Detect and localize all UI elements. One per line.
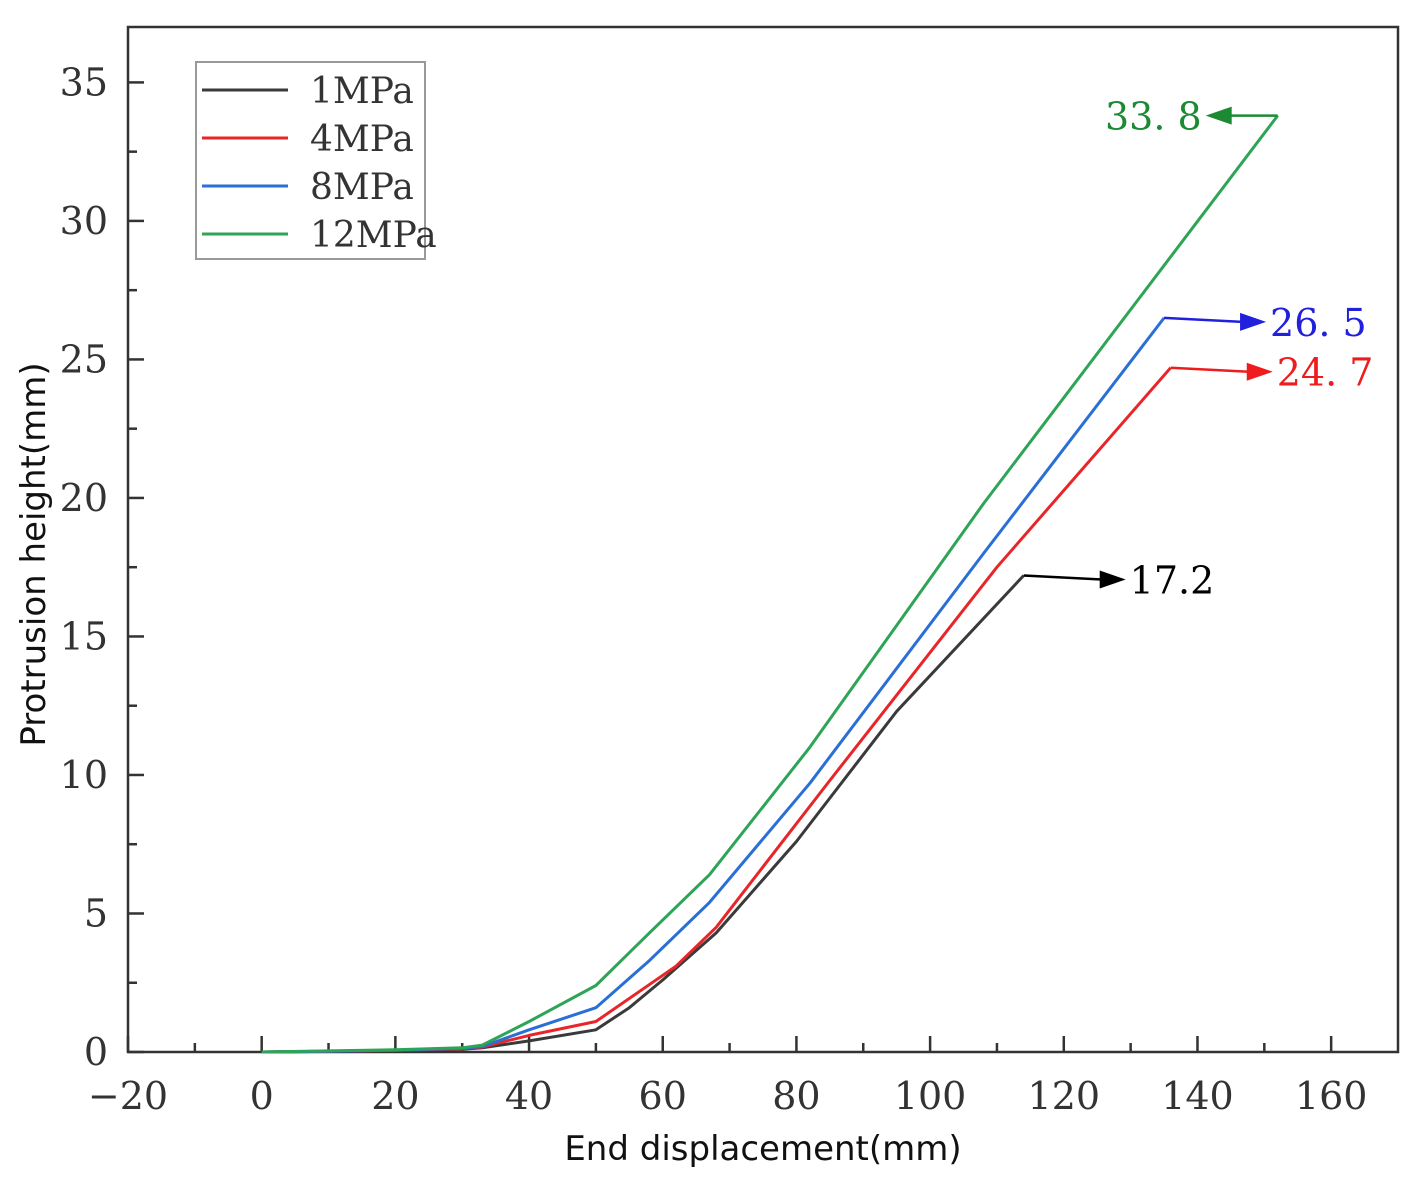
x-tick-label: 120	[1028, 1074, 1101, 1118]
annotation-label: 26. 5	[1270, 301, 1367, 345]
annotation-arrow-line	[1163, 316, 1243, 324]
y-tick-label: 30	[60, 199, 108, 243]
annotation-label: 24. 7	[1277, 351, 1374, 395]
x-axis-title: End displacement(mm)	[564, 1129, 961, 1169]
legend-label: 1MPa	[310, 71, 414, 112]
plot-frame	[126, 25, 1400, 1054]
y-tick-label: 15	[60, 614, 108, 658]
annotation-arrow-line	[1023, 574, 1102, 581]
y-tick-label: 10	[60, 753, 108, 797]
legend-label: 4MPa	[310, 119, 414, 160]
y-tick-label: 20	[60, 476, 108, 520]
series-layer	[261, 114, 1279, 1054]
x-tick-label: 160	[1295, 1074, 1368, 1118]
plot-border	[126, 25, 1400, 1054]
series-line-4mpa	[261, 366, 1172, 1054]
annotation-arrow-head	[1240, 312, 1267, 331]
y-tick-label: 35	[60, 60, 108, 104]
annotation-label: 17.2	[1130, 559, 1215, 603]
y-tick-label: 25	[60, 337, 108, 381]
annotation-8mpa: 26. 5	[1163, 301, 1367, 345]
legend-label: 8MPa	[310, 167, 414, 208]
y-axis-ticks: 0 5 10 15 20 25 30 35	[60, 60, 144, 1074]
x-tick-label: 100	[894, 1074, 967, 1118]
x-axis-ticks: −20 0 20 40 60 80 100 120 140 160	[88, 1036, 1368, 1118]
x-tick-label: 20	[371, 1074, 419, 1118]
y-tick-label: 0	[84, 1030, 108, 1074]
y-axis-title: Protrusion height(mm)	[14, 362, 54, 746]
x-tick-label: 0	[250, 1074, 274, 1118]
legend: 1MPa 4MPa 8MPa 12MPa	[195, 61, 437, 260]
series-line-8mpa	[261, 316, 1166, 1054]
annotation-arrow-head	[1099, 570, 1126, 589]
series-line-12mpa	[261, 114, 1279, 1054]
x-tick-label: 40	[505, 1074, 553, 1118]
y-tick-label: 5	[84, 891, 108, 935]
legend-item-1mpa: 1MPa	[202, 71, 414, 112]
annotation-12mpa: 33. 8	[1105, 95, 1278, 139]
x-tick-label: 80	[772, 1074, 820, 1118]
legend-item-8mpa: 8MPa	[202, 167, 414, 208]
x-tick-label: −20	[88, 1074, 168, 1118]
legend-box	[195, 61, 426, 260]
annotation-arrow-head	[1246, 362, 1273, 381]
annotations: 17.2 24. 7 26. 5 33. 8	[1023, 95, 1374, 603]
legend-label: 12MPa	[310, 215, 437, 256]
legend-item-12mpa: 12MPa	[202, 215, 437, 256]
annotation-arrow-line	[1170, 366, 1249, 373]
annotation-label: 33. 8	[1105, 95, 1202, 139]
series-line-1mpa	[261, 574, 1025, 1054]
legend-item-4mpa: 4MPa	[202, 119, 414, 160]
annotation-arrow-head	[1205, 106, 1232, 125]
x-tick-label: 60	[639, 1074, 687, 1118]
annotation-4mpa: 24. 7	[1170, 351, 1374, 395]
x-tick-label: 140	[1161, 1074, 1234, 1118]
annotation-1mpa: 17.2	[1023, 559, 1215, 603]
